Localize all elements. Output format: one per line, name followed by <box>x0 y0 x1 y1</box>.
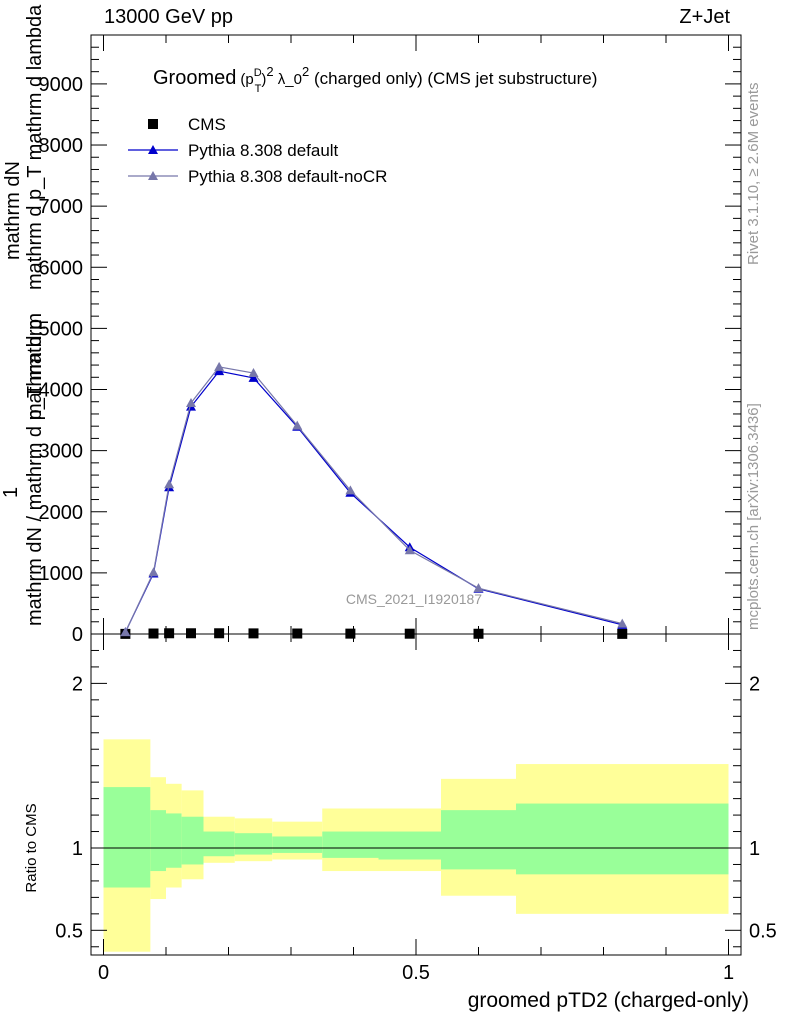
y-tick-label: 0 <box>72 624 83 646</box>
pythia-nocr-point <box>404 545 415 555</box>
ylabel-overlap: mathrm d p <box>24 318 46 420</box>
cms-point <box>617 628 628 639</box>
x-tick-label: 0.5 <box>402 962 430 984</box>
legend-triangle <box>148 171 158 180</box>
ratio-tick-label: 1 <box>72 838 83 860</box>
y-tick-label: 9000 <box>39 74 84 96</box>
ratio-tick-label-right: 2 <box>749 673 760 695</box>
legend-entry-label: Pythia 8.308 default-noCR <box>188 167 387 186</box>
legend-triangle <box>148 145 158 154</box>
ylabel-one: 1 <box>0 486 22 498</box>
pythia-nocr-point <box>345 485 356 495</box>
pythia-nocr-point <box>186 397 196 407</box>
pythia-nocr-point <box>617 618 628 628</box>
chart-title-group: Groomed (pD T)2 λ_02 (charged only) (CMS j… <box>153 64 597 95</box>
tick-labels: 0 1000 2000 3000 4000 5000 6000 7000 8000 9000 0 0.… <box>23 74 777 1012</box>
ratio-band-green <box>103 787 151 888</box>
ratio-y-axis-label: Ratio to CMS <box>23 803 40 892</box>
pythia-default-point <box>248 372 259 382</box>
cms-point <box>292 628 303 639</box>
cms-point <box>186 628 196 639</box>
ratio-band-green <box>234 833 273 855</box>
ratio-band-green <box>272 836 323 853</box>
ratio-band-green <box>378 831 441 860</box>
ratio-band-green <box>166 813 182 868</box>
ratio-band-green <box>203 831 235 857</box>
y-tick-label: 5000 <box>39 318 84 340</box>
ratio-bands <box>91 739 741 952</box>
pythia-nocr-point <box>248 368 259 378</box>
legend-entry-label: Pythia 8.308 default <box>188 141 339 160</box>
ratio-band-green <box>322 831 379 858</box>
cms-point <box>164 628 175 639</box>
cms-point <box>248 628 259 639</box>
legend: CMS Pythia 8.308 default Pythia 8.308 defa… <box>128 115 387 186</box>
y-tick-label: 7000 <box>39 196 84 218</box>
ratio-tick-label: 0.5 <box>55 920 83 942</box>
pythia-nocr-point <box>164 479 175 489</box>
legend-entry-label: CMS <box>188 115 226 134</box>
watermark-label: CMS_2021_I1920187 <box>346 591 482 607</box>
y-tick-label: 2000 <box>39 502 84 524</box>
ratio-band-green <box>181 816 204 865</box>
x-axis-label: groomed pTD2 (charged-only) <box>468 989 749 1012</box>
pythia-nocr-point <box>473 583 484 593</box>
ratio-band-green <box>441 810 516 870</box>
x-tick-label: 1 <box>723 962 734 984</box>
y-tick-label: 4000 <box>39 380 84 402</box>
ylabel-top-denominator: mathrm d p_T mathrm d lambda <box>24 4 46 290</box>
y-tick-label: 1000 <box>39 563 84 585</box>
legend-cms-marker <box>148 119 158 129</box>
header-channel: Z+Jet <box>679 6 730 28</box>
cms-point <box>214 628 225 639</box>
y-tick-label: 6000 <box>39 257 84 279</box>
pythia-nocr-point <box>292 420 303 430</box>
axis-ticks <box>91 34 741 955</box>
ratio-band-green <box>150 810 166 872</box>
ratio-tick-label-right: 1 <box>749 838 760 860</box>
ratio-tick-label: 2 <box>72 673 83 695</box>
pythia-nocr-point <box>214 361 225 371</box>
cms-point <box>473 628 484 639</box>
cms-point <box>404 628 415 639</box>
cms-point <box>345 628 356 639</box>
chart-title: Groomed (pD T)2 λ_02 (charged only) (CMS j… <box>153 64 597 95</box>
x-tick-label: 0 <box>98 962 109 984</box>
pythia-nocr-point <box>120 627 131 637</box>
pythia-nocr-point <box>148 567 159 577</box>
cms-point <box>148 628 159 639</box>
header-process: 13000 GeV pp <box>104 6 233 28</box>
ylabel-top-numerator: mathrm dN <box>2 161 24 260</box>
ratio-tick-label-right: 0.5 <box>749 920 777 942</box>
series-group <box>120 361 628 639</box>
y-tick-label: 3000 <box>39 441 84 463</box>
ratio-band-green <box>516 803 729 875</box>
y-tick-label: 8000 <box>39 135 84 157</box>
